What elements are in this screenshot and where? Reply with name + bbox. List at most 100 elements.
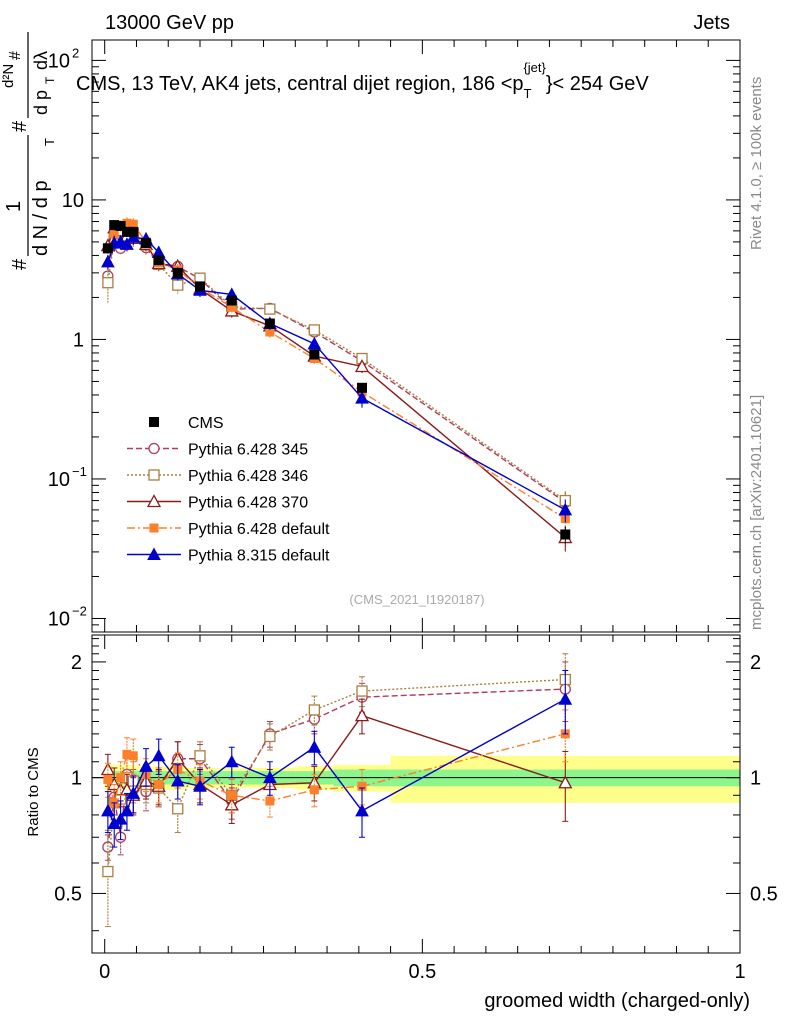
data-marker <box>357 382 367 393</box>
series-marker <box>172 279 184 291</box>
cms-data-points <box>102 220 571 544</box>
data-marker <box>149 417 159 427</box>
series-marker <box>128 751 138 761</box>
series-ratio-line <box>107 688 566 848</box>
series-marker <box>193 779 207 792</box>
x-axis-label: groomed width (charged-only) <box>484 990 750 1012</box>
header-energy: 13000 GeV pp <box>105 12 234 34</box>
series-marker <box>101 803 115 817</box>
series-marker <box>307 336 322 350</box>
x-tick-label: 0 <box>99 961 110 983</box>
series-marker <box>308 324 321 336</box>
data-marker <box>309 349 320 360</box>
y-label-dpt: d p <box>31 90 51 115</box>
y-label-hash-3: # <box>7 51 24 60</box>
series-marker <box>101 254 115 268</box>
series-marker <box>148 442 160 455</box>
y-tick-exponent: 2 <box>72 45 79 60</box>
series-marker <box>102 277 114 289</box>
series-marker <box>558 775 573 789</box>
y-label-dn-dpt: d N / d p <box>30 180 52 256</box>
legend-label: Pythia 6.428 345 <box>188 442 308 459</box>
data-marker <box>226 295 237 306</box>
y-label-t-2: T <box>43 76 57 84</box>
legend-entry: Pythia 6.428 346 <box>127 468 308 485</box>
data-marker <box>195 281 205 292</box>
series-marker <box>558 692 573 705</box>
y-label-one: 1 <box>3 201 25 212</box>
series-marker <box>265 796 275 806</box>
ratio-axis-ticks: 0 0.5 1 0.5 0.5 1 1 2 2 <box>54 635 778 983</box>
y-tick-label: 10 <box>48 50 70 72</box>
series-ratio-4 <box>101 669 573 848</box>
series-marker <box>154 780 164 790</box>
series-marker <box>170 774 185 787</box>
y-label-dlambda: dλ <box>31 51 51 70</box>
series-marker <box>354 359 370 373</box>
data-marker <box>109 220 120 231</box>
ratio-plot-frame <box>91 634 741 954</box>
legend-label: Pythia 6.428 default <box>188 521 330 538</box>
series-marker <box>139 759 153 772</box>
series-marker <box>100 762 115 776</box>
ratio-tick-label-right: 1 <box>750 768 761 790</box>
ratio-tick-label-right: 2 <box>750 652 761 674</box>
y-tick-label: 10 <box>62 190 84 212</box>
mcplots-credit-label: mcplots.cern.ch [arXiv:2401.10621] <box>748 395 765 630</box>
series-marker <box>263 770 277 784</box>
y-axis-label: # 1 d N / d p T # d²N # d p T dλ <box>0 32 57 270</box>
series-marker <box>264 730 276 743</box>
series-marker <box>558 502 573 516</box>
y-tick-label: 10 <box>48 469 70 491</box>
data-marker <box>141 238 151 249</box>
series-marker <box>355 391 369 404</box>
y-tick-label: 10 <box>48 608 70 630</box>
y-label-t-1: T <box>42 138 57 146</box>
y-tick-exponent: −2 <box>72 603 87 618</box>
series-marker <box>172 803 184 815</box>
series-marker <box>354 708 370 722</box>
series-marker <box>103 774 113 784</box>
data-marker <box>153 255 164 266</box>
legend-label: Pythia 8.315 default <box>188 548 330 565</box>
ratio-tick-label: 2 <box>71 652 82 674</box>
ratio-series-layer <box>100 653 573 928</box>
legend-entry: CMS <box>149 415 224 432</box>
legend-entry: Pythia 8.315 default <box>127 547 330 565</box>
series-marker <box>102 865 114 878</box>
series-marker <box>264 303 276 315</box>
legend-label: Pythia 6.428 346 <box>188 468 308 485</box>
legend: CMS Pythia 6.428 345 Pythia 6.428 346 Pythi… <box>127 415 330 565</box>
data-marker <box>264 318 275 329</box>
series-marker <box>151 748 166 762</box>
data-marker <box>102 243 113 254</box>
series-marker <box>146 494 162 508</box>
series-marker <box>147 547 161 560</box>
y-tick-label: 1 <box>73 329 84 351</box>
legend-label: Pythia 6.428 370 <box>188 495 308 512</box>
x-tick-label: 1 <box>734 961 745 983</box>
series-marker <box>194 750 206 762</box>
series-marker <box>116 773 126 783</box>
y-label-d2n: d²N <box>0 64 17 88</box>
series-marker <box>149 523 159 533</box>
legend-entry: Pythia 6.428 370 <box>127 494 308 512</box>
legend-entry: Pythia 6.428 default <box>127 521 330 538</box>
data-marker <box>560 529 571 540</box>
analysis-id-label: (CMS_2021_I1920187) <box>349 592 484 607</box>
main-plot-frame <box>91 39 741 633</box>
series-marker <box>224 754 239 768</box>
series-marker <box>113 812 128 825</box>
series-marker <box>307 740 322 753</box>
series-marker <box>227 790 237 800</box>
series-marker <box>308 704 321 716</box>
ratio-tick-label-right: 0.5 <box>750 883 778 905</box>
series-marker <box>356 685 368 697</box>
ratio-tick-label: 1 <box>71 768 82 790</box>
data-marker <box>121 226 132 237</box>
data-marker <box>128 226 139 237</box>
series-marker <box>309 785 319 795</box>
rivet-version-label: Rivet 4.1.0, ≥ 100k events <box>748 77 765 250</box>
ratio-y-label: Ratio to CMS <box>25 747 42 836</box>
